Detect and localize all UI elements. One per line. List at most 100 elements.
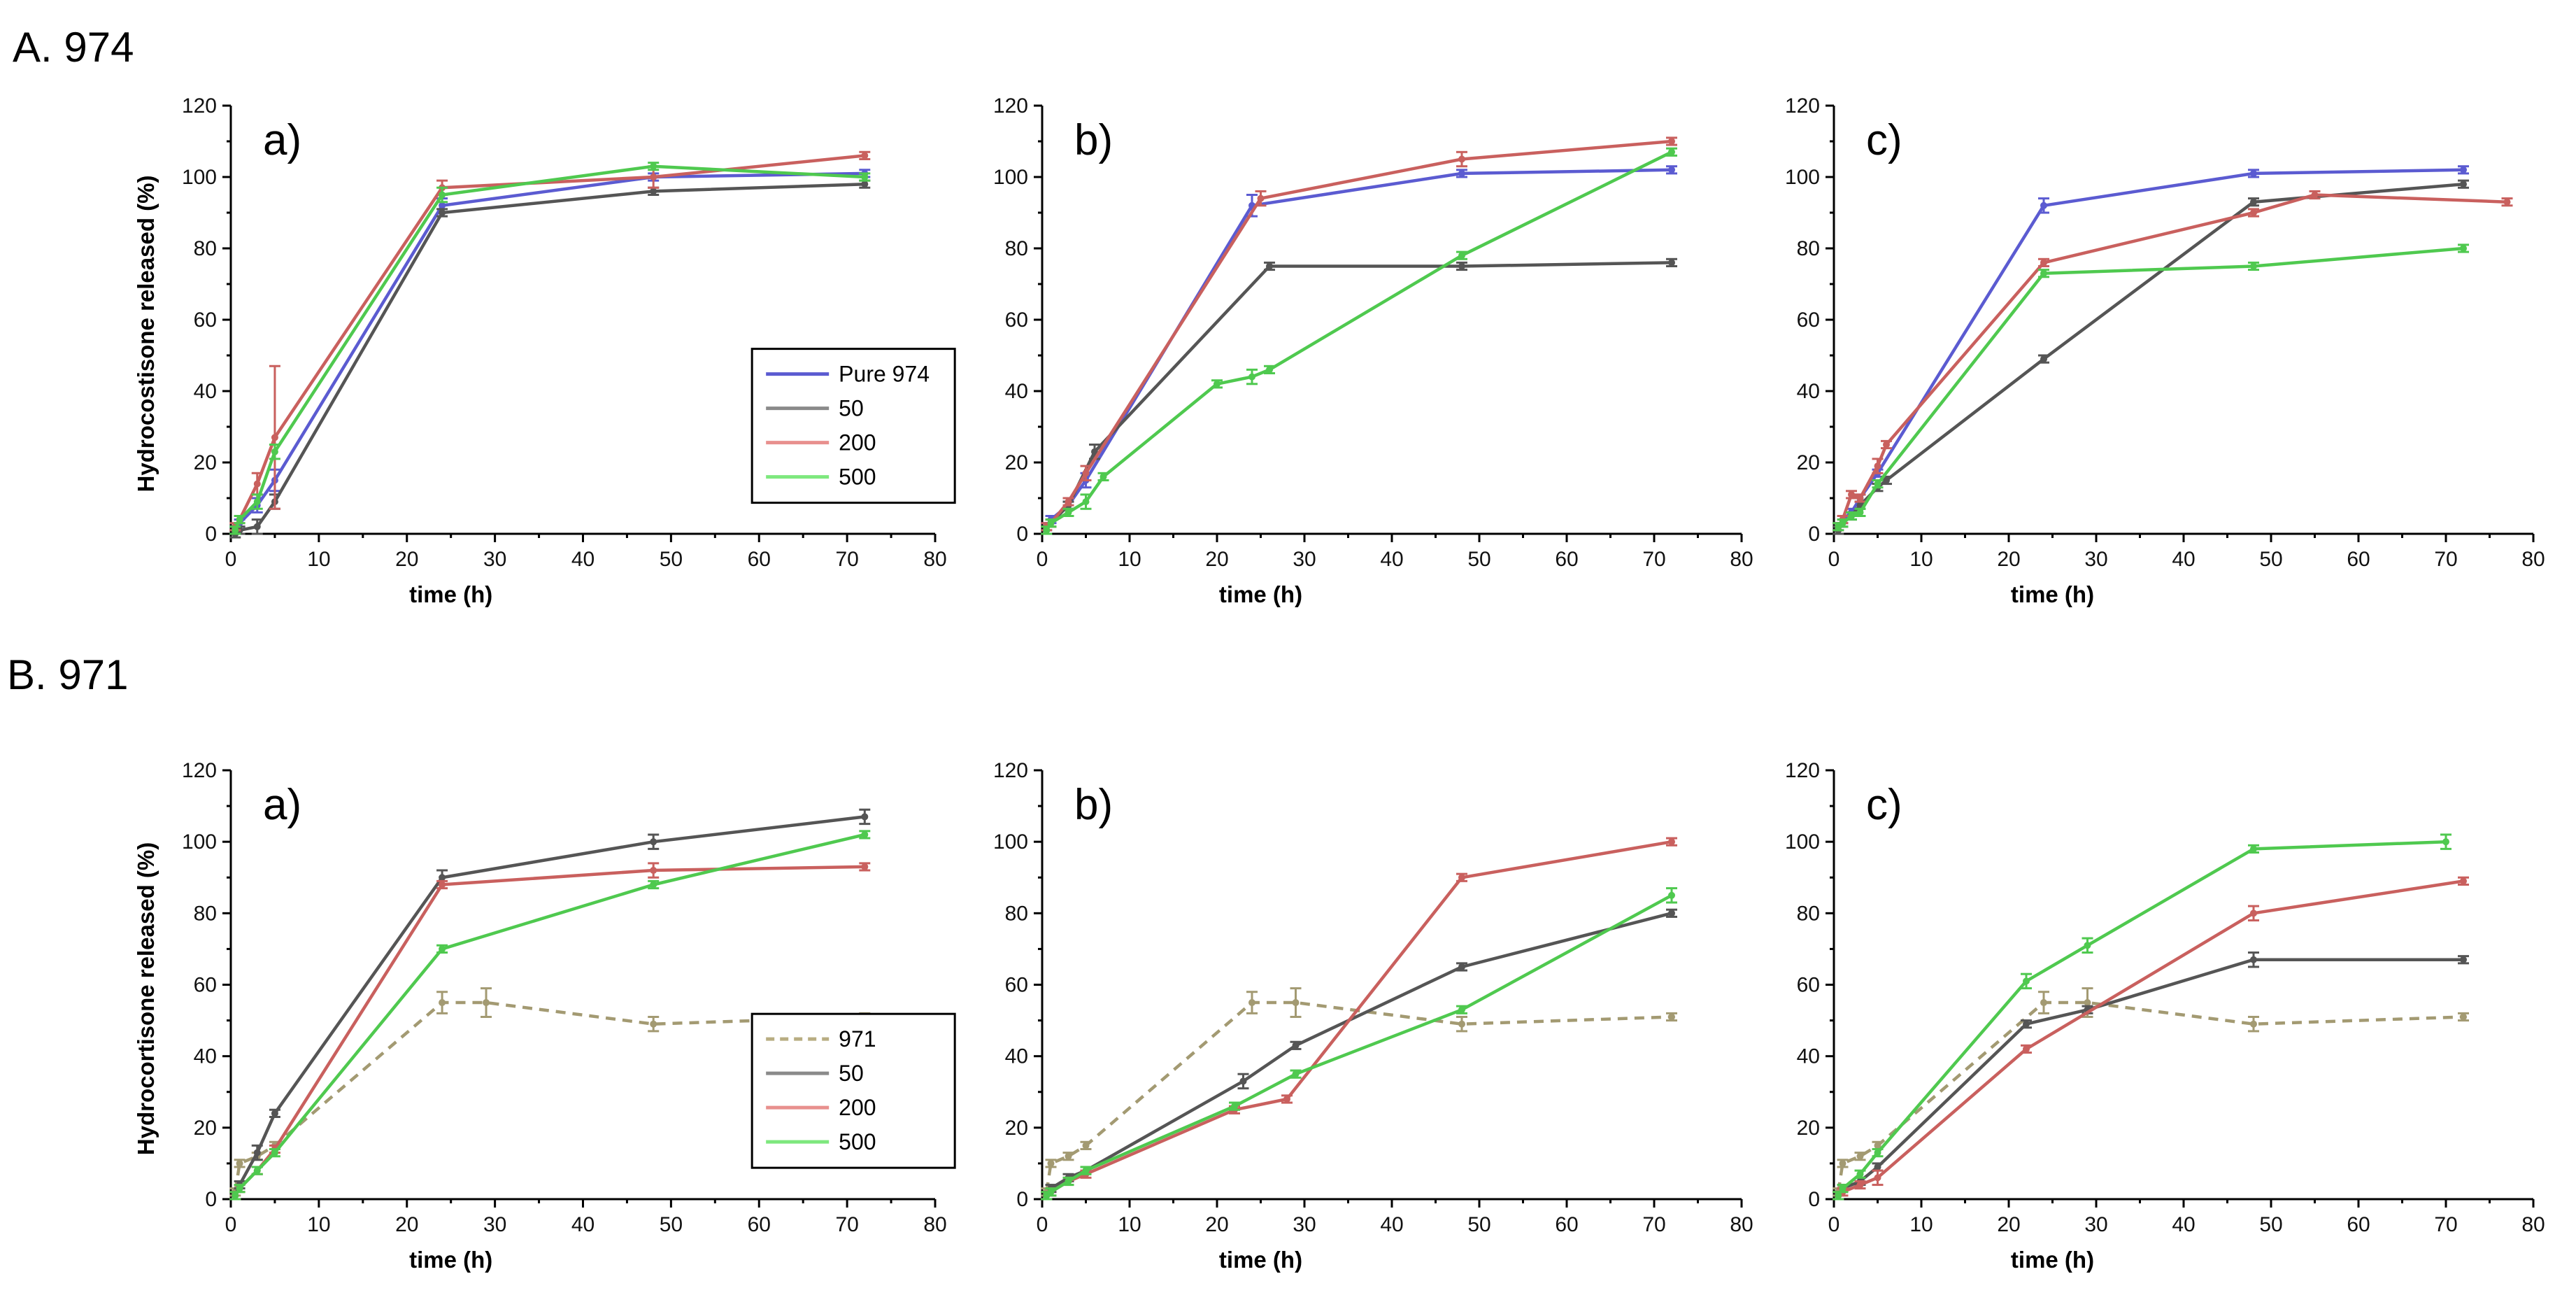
data-point xyxy=(1668,259,1675,267)
series-500 xyxy=(1833,243,2469,532)
x-tick-label: 10 xyxy=(307,1213,330,1236)
data-point xyxy=(2040,999,2047,1007)
data-point xyxy=(2040,201,2047,209)
x-tick-label: 20 xyxy=(1997,548,2020,571)
data-point xyxy=(439,881,446,889)
data-point xyxy=(861,830,869,838)
y-tick-label: 80 xyxy=(194,902,217,925)
x-tick-label: 80 xyxy=(923,1213,946,1236)
x-tick-label: 30 xyxy=(2084,1213,2107,1236)
legend-label: 971 xyxy=(839,1026,876,1052)
y-tick-label: 100 xyxy=(182,166,217,189)
data-point xyxy=(1856,1181,1864,1189)
x-tick-label: 80 xyxy=(1730,1213,1753,1236)
x-tick-label: 30 xyxy=(2084,548,2107,571)
data-point xyxy=(2250,198,2257,206)
data-point xyxy=(2460,1013,2467,1021)
x-tick-label: 50 xyxy=(1467,548,1490,571)
y-tick-label: 60 xyxy=(1797,974,1820,997)
data-point xyxy=(2023,977,2030,985)
data-point xyxy=(2250,169,2257,177)
series-500 xyxy=(1041,887,1677,1201)
data-point xyxy=(1668,891,1675,899)
x-tick-label: 70 xyxy=(2434,548,2457,571)
y-tick-label: 20 xyxy=(1005,451,1028,474)
data-point xyxy=(1856,509,1864,516)
data-point xyxy=(1283,1095,1290,1103)
data-point xyxy=(1874,1174,1881,1182)
legend-label: 50 xyxy=(839,1061,864,1086)
data-point xyxy=(271,448,278,455)
x-tick-label: 60 xyxy=(2347,548,2370,571)
y-axis-title: Hydrocortisone released (%) xyxy=(133,842,159,1155)
data-point xyxy=(1668,1013,1675,1021)
data-point xyxy=(1248,999,1255,1007)
y-tick-label: 40 xyxy=(194,380,217,403)
x-tick-label: 60 xyxy=(748,548,771,571)
data-point xyxy=(1458,1020,1465,1028)
data-point xyxy=(1091,448,1098,455)
x-tick-label: 30 xyxy=(483,1213,506,1236)
data-point xyxy=(861,863,869,870)
legend: Pure 974 50 200 500 xyxy=(750,348,956,504)
data-point xyxy=(1458,169,1465,177)
series-pure-974 xyxy=(1041,165,1677,532)
series-line xyxy=(1837,958,2463,1197)
data-point xyxy=(1874,1142,1881,1149)
series-line xyxy=(1045,1000,1672,1193)
data-point xyxy=(1231,1103,1238,1110)
data-point xyxy=(1839,1184,1846,1192)
chart-panel-B-c: 0 10 20 30 40 50 60 70 80 0 20 40 60 80 100 120 c) time (… xyxy=(1785,759,2545,1273)
data-point xyxy=(2311,191,2319,199)
y-tick-label: 120 xyxy=(1785,94,1820,118)
data-point xyxy=(1082,1167,1090,1175)
x-tick-label: 20 xyxy=(395,548,418,571)
x-tick-label: 60 xyxy=(748,1213,771,1236)
y-tick-label: 80 xyxy=(194,237,217,260)
x-tick-label: 40 xyxy=(2172,1213,2195,1236)
data-point xyxy=(1458,1006,1465,1014)
data-point xyxy=(650,174,657,181)
chart-panel-B-a: 0 10 20 30 40 50 60 70 80 0 20 40 60 80 100 120 a) time (… xyxy=(133,759,956,1273)
y-tick-label: 40 xyxy=(1797,380,1820,403)
y-tick-label: 100 xyxy=(993,166,1028,189)
x-tick-label: 40 xyxy=(1380,548,1403,571)
x-tick-label: 0 xyxy=(225,1213,237,1236)
y-tick-label: 20 xyxy=(1797,451,1820,474)
y-tick-label: 0 xyxy=(1808,1188,1820,1211)
panel-label: c) xyxy=(1866,116,1902,164)
chart-panel-A-c: 0 10 20 30 40 50 60 70 80 0 20 40 60 80 100 120 c) time (… xyxy=(1785,94,2545,607)
data-point xyxy=(1856,1170,1864,1178)
data-point xyxy=(1874,1163,1881,1171)
y-tick-label: 120 xyxy=(993,759,1028,782)
chart-panel-A-a: 0 10 20 30 40 50 60 70 80 0 20 40 60 80 100 120 a) time (… xyxy=(133,94,956,607)
data-point xyxy=(1082,1142,1090,1149)
data-point xyxy=(1292,1070,1300,1078)
x-tick-label: 70 xyxy=(1642,548,1665,571)
x-tick-label: 10 xyxy=(1118,1213,1141,1236)
data-point xyxy=(253,523,261,530)
x-tick-label: 10 xyxy=(307,548,330,571)
x-tick-label: 40 xyxy=(1380,1213,1403,1236)
y-tick-label: 100 xyxy=(1785,166,1820,189)
x-tick-label: 70 xyxy=(835,1213,858,1236)
data-point xyxy=(2250,262,2257,270)
y-tick-label: 0 xyxy=(205,1188,217,1211)
x-tick-label: 70 xyxy=(1642,1213,1665,1236)
data-point xyxy=(2023,1045,2030,1053)
x-tick-label: 30 xyxy=(1293,548,1316,571)
data-point xyxy=(861,152,869,160)
y-tick-label: 0 xyxy=(1016,523,1028,546)
data-point xyxy=(1458,963,1465,970)
data-point xyxy=(1668,910,1675,917)
data-point xyxy=(271,434,278,441)
x-tick-label: 60 xyxy=(1555,1213,1578,1236)
y-tick-label: 100 xyxy=(182,830,217,854)
data-point xyxy=(253,1167,261,1175)
y-tick-label: 0 xyxy=(205,523,217,546)
legend-label: 50 xyxy=(839,396,864,421)
x-tick-label: 70 xyxy=(2434,1213,2457,1236)
y-tick-label: 80 xyxy=(1797,237,1820,260)
legend-label: 500 xyxy=(839,465,876,490)
series-line xyxy=(1045,261,1672,532)
